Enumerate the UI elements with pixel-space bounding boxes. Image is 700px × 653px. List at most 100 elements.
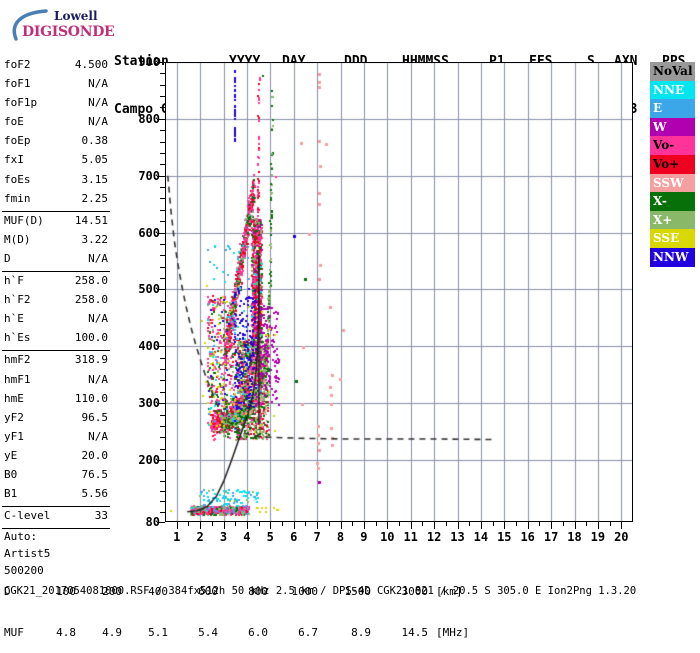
ionogram-canvas[interactable] [165, 62, 633, 522]
param-key: foEs [4, 172, 31, 186]
x-minor-tick [563, 522, 564, 526]
param-row-hf2: h`F2 258.0 [2, 292, 110, 311]
x-axis-labels: 1 2 3 4 5 6 7 8 9 10 11 12 13 14 15 16 17 18 19 20 [0, 530, 700, 548]
x-minor-tick [446, 522, 447, 526]
header-col-station: Station [114, 54, 169, 69]
y-minor-tick [160, 481, 165, 482]
y-minor-tick [160, 85, 165, 86]
y-minor-tick [160, 358, 165, 359]
auto-line-1: Artist5 [2, 547, 110, 564]
x-minor-tick [586, 522, 587, 526]
auto-text: 500200 [4, 564, 44, 578]
x-tick-mark-6 [294, 522, 295, 529]
legend-item-sse[interactable]: SSE [650, 229, 695, 248]
x-minor-tick [469, 522, 470, 526]
distance-value-4: 800 [248, 585, 268, 598]
param-row-foe: foE N/A [2, 114, 110, 133]
param-key: fxI [4, 153, 24, 167]
y-tick-80: 80 [145, 515, 160, 529]
muf-value-0: 4.8 [56, 625, 76, 639]
legend-item-x[interactable]: X- [650, 192, 695, 211]
x-minor-tick [610, 522, 611, 526]
param-key: foE [4, 115, 24, 129]
y-tick-mark-80 [157, 522, 165, 523]
y-minor-tick [160, 130, 165, 131]
footer-muf-row: MUF 4.8 4.9 5.1 5.4 6.0 6.7 8.9 14.5 [MHz] [4, 626, 469, 640]
legend-item-nnw[interactable]: NNW [650, 247, 695, 267]
x-tick-mark-7 [317, 522, 318, 529]
param-row-hmf1: hmF1 N/A [2, 372, 110, 391]
x-tick-mark-5 [270, 522, 271, 529]
y-minor-tick [160, 491, 165, 492]
x-tick-1: 1 [173, 530, 181, 544]
legend-item-ssw[interactable]: SSW [650, 173, 695, 193]
param-row-mufd: MUF(D) 14.51 [2, 213, 110, 232]
param-value: N/A [88, 429, 108, 443]
y-minor-tick [160, 324, 165, 325]
y-minor-tick [160, 267, 165, 268]
x-minor-tick [516, 522, 517, 526]
auto-line-2: 500200 [2, 564, 110, 581]
x-tick-mark-16 [528, 522, 529, 529]
footer-distance-row: D 100 200 400 600 800 1000 1500 3000 [km] [4, 585, 463, 599]
param-key: hmF2 [4, 353, 31, 367]
param-divider-1 [2, 210, 110, 212]
x-tick-mark-19 [598, 522, 599, 529]
param-value: 5.05 [81, 153, 109, 167]
legend-item-e[interactable]: E [650, 99, 695, 118]
legend-item-w[interactable]: W [650, 117, 695, 137]
y-minor-tick [160, 142, 165, 143]
param-key: D [4, 251, 11, 265]
legend-item-x[interactable]: X+ [650, 210, 695, 230]
legend-item-nne[interactable]: NNE [650, 80, 695, 100]
legend-item-vo[interactable]: Vo- [650, 136, 695, 155]
param-value: 100.0 [74, 331, 108, 345]
y-minor-tick [160, 301, 165, 302]
y-minor-tick [160, 255, 165, 256]
x-tick-18: 18 [567, 530, 582, 544]
param-key: h`F [4, 274, 24, 288]
x-tick-5: 5 [266, 530, 274, 544]
y-tick-mark-200 [157, 460, 165, 461]
y-tick-200: 200 [138, 453, 160, 467]
param-row-fof2: foF2 4.500 [2, 57, 110, 76]
x-tick-mark-1 [177, 522, 178, 529]
legend-item-noval[interactable]: NoVal [650, 62, 695, 81]
y-tick-mark-700 [157, 176, 165, 177]
param-key: foF2 [4, 58, 31, 71]
param-value: 14.51 [74, 213, 108, 227]
param-value: 258.0 [74, 293, 108, 307]
distance-value-3: 600 [198, 585, 218, 598]
muf-unit: [MHz] [436, 625, 470, 639]
param-value: N/A [88, 312, 108, 326]
x-minor-tick [352, 522, 353, 526]
x-tick-mark-17 [551, 522, 552, 529]
muf-value-4: 6.0 [248, 625, 268, 639]
param-value: N/A [88, 372, 108, 386]
param-key: M(D) [4, 232, 31, 246]
x-tick-mark-4 [247, 522, 248, 529]
distance-value-5: 1000 [291, 585, 319, 598]
x-minor-tick [259, 522, 260, 526]
param-divider-2 [2, 271, 110, 273]
legend-item-vo[interactable]: Vo+ [650, 154, 695, 174]
y-tick-300: 300 [138, 396, 160, 411]
x-minor-tick [493, 522, 494, 526]
ionogram-parameter-panel: foF2 4.500 foF1 N/A foF1p N/A foE N/A foEp 0.38 fx… [2, 57, 110, 581]
y-tick-mark-800 [157, 119, 165, 120]
param-row-hmf2: hmF2 318.9 [2, 352, 110, 371]
x-tick-14: 14 [473, 530, 489, 544]
distance-label: D [4, 585, 11, 598]
muf-distance-table: D 100 200 400 600 800 1000 1500 3000 [km] MUF 4.8 4… [4, 558, 469, 653]
x-tick-11: 11 [403, 530, 418, 544]
param-row-md: M(D) 3.22 [2, 232, 110, 251]
ionogram-plot-area[interactable] [157, 62, 633, 529]
x-tick-mark-13 [458, 522, 459, 529]
y-minor-tick [160, 210, 165, 211]
param-value: N/A [88, 251, 108, 265]
x-tick-mark-18 [575, 522, 576, 529]
y-tick-400: 400 [138, 339, 160, 354]
param-key: yE [4, 448, 18, 462]
x-minor-tick [282, 522, 283, 526]
param-value: 3.22 [81, 232, 109, 246]
